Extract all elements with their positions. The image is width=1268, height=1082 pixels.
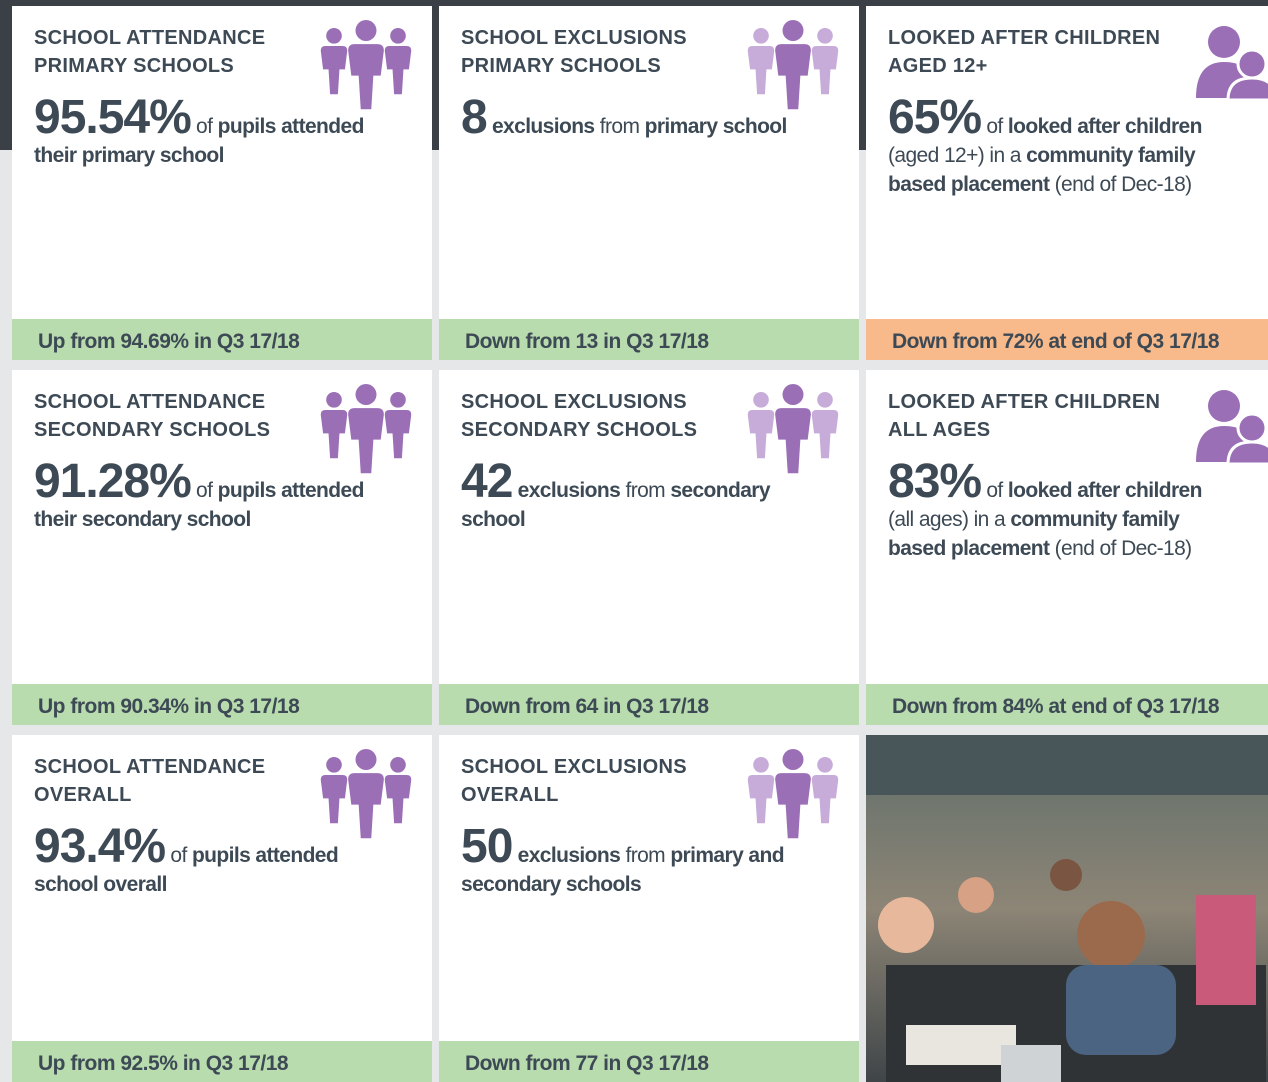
- body-text: exclusions: [517, 479, 621, 502]
- kpi-card: SCHOOL ATTENDANCE PRIMARY SCHOOLS 95.54% o…: [12, 6, 432, 360]
- classroom-photo: [866, 735, 1268, 1082]
- card-text: 50 exclusions from primary and secondary…: [461, 823, 819, 899]
- body-text: (aged 12+) in a: [888, 144, 1021, 167]
- body-text: (end of Dec-18): [1054, 537, 1193, 560]
- card-text: 95.54% of pupils attended their primary …: [34, 94, 392, 170]
- card-title: SCHOOL EXCLUSIONS SECONDARY SCHOOLS: [461, 388, 697, 444]
- title-line: SECONDARY SCHOOLS: [34, 419, 271, 441]
- figure: 91.28%: [34, 455, 192, 508]
- people-icon: [747, 749, 839, 839]
- card-footer: Up from 90.34% in Q3 17/18: [12, 684, 432, 725]
- card-footer: Up from 94.69% in Q3 17/18: [12, 319, 432, 360]
- card-text: 65% of looked after children (aged 12+) …: [888, 94, 1228, 199]
- body-text: primary and secondary schools: [461, 844, 785, 896]
- title-line: OVERALL: [461, 784, 559, 806]
- card-footer: Down from 77 in Q3 17/18: [439, 1041, 859, 1082]
- body-text: from: [625, 479, 666, 502]
- body-text: community family based placement: [888, 144, 1196, 196]
- body-text: exclusions: [517, 844, 621, 867]
- body-text: of: [196, 115, 213, 138]
- body-text: (all ages) in a: [888, 508, 1006, 531]
- body-text: pupils attended their secondary school: [34, 479, 364, 531]
- kpi-card: SCHOOL ATTENDANCE SECONDARY SCHOOLS 91.28%…: [12, 370, 432, 725]
- title-line: PRIMARY SCHOOLS: [461, 55, 662, 77]
- card-footer: Up from 92.5% in Q3 17/18: [12, 1041, 432, 1082]
- card-text: 91.28% of pupils attended their secondar…: [34, 458, 392, 534]
- card-text: 93.4% of pupils attended school overall: [34, 823, 392, 899]
- card-title: SCHOOL ATTENDANCE SECONDARY SCHOOLS: [34, 388, 270, 444]
- card-title: SCHOOL EXCLUSIONS PRIMARY SCHOOLS: [461, 24, 687, 80]
- card-title: SCHOOL EXCLUSIONS OVERALL: [461, 753, 687, 809]
- body-text: of: [986, 115, 1003, 138]
- title-line: SCHOOL ATTENDANCE: [34, 391, 266, 413]
- card-text: 42 exclusions from secondary school: [461, 458, 819, 534]
- figure: 8: [461, 91, 488, 144]
- body-text: community family based placement: [888, 508, 1180, 560]
- card-title: LOOKED AFTER CHILDREN ALL AGES: [888, 388, 1160, 444]
- kpi-card: LOOKED AFTER CHILDREN AGED 12+ 65% of look…: [866, 6, 1268, 360]
- card-text: 8 exclusions from primary school: [461, 94, 819, 142]
- card-title: SCHOOL ATTENDANCE PRIMARY SCHOOLS: [34, 24, 265, 80]
- body-text: of: [170, 844, 187, 867]
- people-icon: [747, 20, 839, 110]
- title-line: SCHOOL EXCLUSIONS: [461, 27, 687, 49]
- figure: 42: [461, 455, 513, 508]
- kpi-card: LOOKED AFTER CHILDREN ALL AGES 83% of look…: [866, 370, 1268, 725]
- title-line: SCHOOL ATTENDANCE: [34, 756, 266, 778]
- people-icon: [1196, 26, 1268, 100]
- title-line: LOOKED AFTER CHILDREN: [888, 391, 1161, 413]
- title-line: SCHOOL EXCLUSIONS: [461, 391, 687, 413]
- title-line: SCHOOL ATTENDANCE: [34, 27, 266, 49]
- body-text: of: [196, 479, 213, 502]
- title-line: OVERALL: [34, 784, 132, 806]
- body-text: looked after children: [1007, 479, 1203, 502]
- people-icon: [747, 384, 839, 474]
- kpi-card: SCHOOL EXCLUSIONS OVERALL 50 exclusions fr…: [439, 735, 859, 1082]
- card-title: SCHOOL ATTENDANCE OVERALL: [34, 753, 265, 809]
- figure: 65%: [888, 91, 982, 144]
- card-footer: Down from 72% at end of Q3 17/18: [866, 319, 1268, 360]
- body-text: secondary school: [461, 479, 771, 531]
- card-text: 83% of looked after children (all ages) …: [888, 458, 1228, 563]
- body-text: from: [625, 844, 666, 867]
- body-text: exclusions: [491, 115, 595, 138]
- body-text: (end of Dec-18): [1054, 173, 1193, 196]
- people-icon: [1196, 390, 1268, 464]
- body-text: primary school: [644, 115, 788, 138]
- title-line: SCHOOL EXCLUSIONS: [461, 756, 687, 778]
- figure: 50: [461, 820, 513, 873]
- figure: 95.54%: [34, 91, 192, 144]
- kpi-card: SCHOOL EXCLUSIONS PRIMARY SCHOOLS 8 exclus…: [439, 6, 859, 360]
- body-text: pupils attended school overall: [34, 844, 339, 896]
- card-footer: Down from 64 in Q3 17/18: [439, 684, 859, 725]
- body-text: from: [599, 115, 640, 138]
- body-text: pupils attended their primary school: [34, 115, 364, 167]
- title-line: AGED 12+: [888, 55, 988, 77]
- people-icon: [320, 749, 412, 839]
- title-line: ALL AGES: [888, 419, 991, 441]
- title-line: PRIMARY SCHOOLS: [34, 55, 235, 77]
- people-icon: [320, 20, 412, 110]
- title-line: SECONDARY SCHOOLS: [461, 419, 698, 441]
- kpi-card: SCHOOL EXCLUSIONS SECONDARY SCHOOLS 42 exc…: [439, 370, 859, 725]
- title-line: LOOKED AFTER CHILDREN: [888, 27, 1161, 49]
- people-icon: [320, 384, 412, 474]
- figure: 93.4%: [34, 820, 166, 873]
- body-text: looked after children: [1007, 115, 1203, 138]
- body-text: of: [986, 479, 1003, 502]
- kpi-card: SCHOOL ATTENDANCE OVERALL 93.4% of pupils …: [12, 735, 432, 1082]
- card-footer: Down from 84% at end of Q3 17/18: [866, 684, 1268, 725]
- figure: 83%: [888, 455, 982, 508]
- card-title: LOOKED AFTER CHILDREN AGED 12+: [888, 24, 1160, 80]
- card-footer: Down from 13 in Q3 17/18: [439, 319, 859, 360]
